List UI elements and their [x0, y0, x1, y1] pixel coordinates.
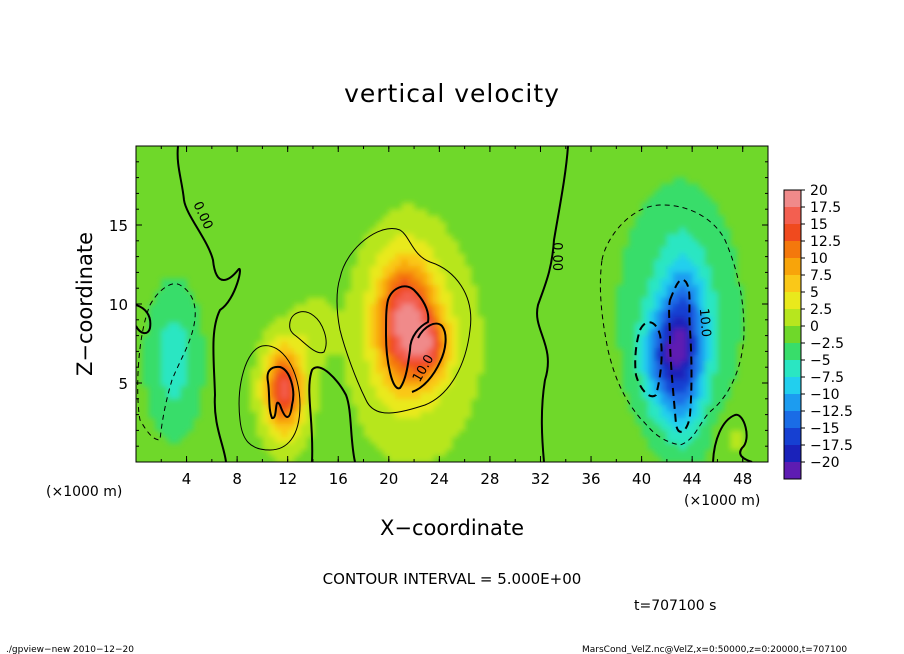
zero-contour-left — [176, 146, 241, 462]
contour-10-left — [266, 365, 295, 419]
y-axis-label: Z−coordinate — [73, 232, 97, 376]
zero-contour-mid — [308, 366, 356, 462]
x-tick-label: 32 — [531, 470, 550, 488]
x-tick-label: 40 — [632, 470, 651, 488]
y-tick-label: 15 — [109, 217, 128, 235]
colorbar-swatch — [784, 428, 801, 445]
colorbar-swatch — [784, 309, 801, 326]
footer-right: MarsCond_VelZ.nc@VelZ,x=0:50000,z=0:2000… — [582, 645, 847, 654]
colorbar-label: 2.5 — [810, 302, 832, 318]
x-unit-left: (×1000 m) — [46, 484, 122, 500]
colorbar-label: −7.5 — [810, 370, 844, 386]
x-tick-label: 24 — [430, 470, 449, 488]
colorbar: 2017.51512.5107.552.50−2.5−5−7.5−10−12.5… — [783, 183, 853, 480]
footer-left: ./gpview−new 2010−12−20 — [6, 645, 134, 654]
y-tick-label: 5 — [118, 375, 128, 393]
x-axis-label: X−coordinate — [380, 516, 524, 540]
colorbar-label: 15 — [810, 217, 828, 233]
colorbar-label: 0 — [810, 319, 819, 335]
contour-interval-text: CONTOUR INTERVAL = 5.000E+00 — [323, 570, 582, 588]
colorbar-swatch — [784, 445, 801, 462]
x-tick-label: 4 — [182, 470, 192, 488]
chart-title: vertical velocity — [344, 79, 560, 108]
colorbar-label: −15 — [810, 421, 840, 437]
contour-neg10-right-left — [634, 321, 663, 398]
colorbar-swatch — [784, 462, 801, 479]
colorbar-label: −17.5 — [810, 438, 853, 454]
colorbar-swatch — [784, 411, 801, 428]
y-axis: 5 10 15 — [109, 145, 768, 463]
contour-10-mid — [384, 285, 430, 390]
contour-label: 10.0 — [696, 308, 713, 338]
colorbar-label: −5 — [810, 353, 831, 369]
time-text: t=707100 s — [634, 598, 716, 614]
contour-neg5-left — [137, 283, 196, 441]
x-unit-right: (×1000 m) — [684, 493, 760, 509]
colorbar-frame — [783, 189, 802, 480]
colorbar-swatch — [784, 207, 801, 224]
colorbar-swatch — [784, 190, 801, 207]
heatmap-field — [136, 146, 768, 462]
colorbar-label: 5 — [810, 285, 819, 301]
colorbar-swatch — [784, 241, 801, 258]
x-tick-label: 8 — [232, 470, 242, 488]
colorbar-label: 20 — [810, 183, 828, 199]
x-axis: 4 8 12 16 20 24 28 32 36 40 44 48 — [135, 146, 769, 488]
colorbar-swatch — [784, 326, 801, 343]
colorbar-swatch — [784, 258, 801, 275]
zero-contour-left-edge — [136, 304, 152, 334]
x-tick-label: 20 — [379, 470, 398, 488]
colorbar-label: 12.5 — [810, 234, 841, 250]
colorbar-swatch — [784, 360, 801, 377]
contour-10-mid-right — [411, 322, 447, 393]
colorbar-label: −2.5 — [810, 336, 844, 352]
x-tick-label: 28 — [480, 470, 499, 488]
x-tick-label: 48 — [733, 470, 752, 488]
colorbar-swatch — [784, 292, 801, 309]
colorbar-label: 7.5 — [810, 268, 832, 284]
contour-neg5-right — [599, 204, 745, 446]
contour-label: 0.00 — [549, 242, 564, 271]
colorbar-swatch — [784, 394, 801, 411]
contour-5-left — [238, 345, 301, 451]
x-tick-label: 12 — [278, 470, 297, 488]
contour-neg10-right — [668, 278, 693, 433]
colorbar-swatch — [784, 343, 801, 360]
x-tick-label: 44 — [683, 470, 702, 488]
colorbar-swatch — [784, 275, 801, 292]
x-tick-label: 36 — [581, 470, 600, 488]
colorbar-swatch — [784, 224, 801, 241]
colorbar-label: −12.5 — [810, 404, 853, 420]
contour-lines — [136, 146, 753, 462]
colorbar-label: −10 — [810, 387, 840, 403]
contour-5-small — [289, 311, 327, 354]
y-tick-label: 10 — [109, 296, 128, 314]
contour-5-mid — [336, 228, 472, 414]
colorbar-label: 10 — [810, 251, 828, 267]
x-tick-label: 16 — [329, 470, 348, 488]
colorbar-label: 17.5 — [810, 200, 841, 216]
colorbar-label: −20 — [810, 455, 840, 471]
colorbar-swatch — [784, 377, 801, 394]
zero-contour-right — [536, 146, 569, 462]
